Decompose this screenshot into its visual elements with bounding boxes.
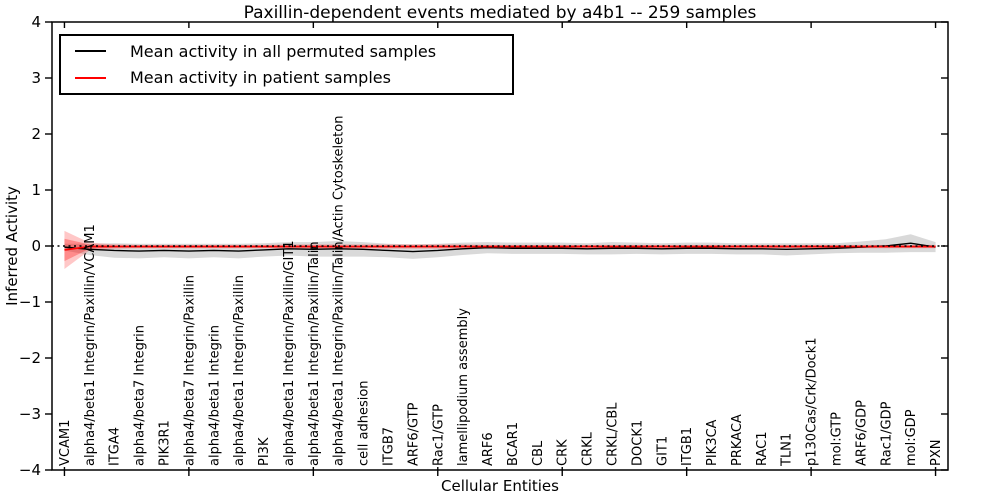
y-tick-label: 2 — [31, 125, 41, 143]
y-tick-label: −3 — [19, 405, 41, 423]
x-category-label: p130Cas/Crk/Dock1 — [805, 337, 820, 466]
patient-line-sample-icon — [75, 76, 106, 79]
x-category-label: CBL — [531, 440, 546, 466]
y-tick-label: −2 — [19, 349, 41, 367]
legend-item-patient: Mean activity in patient samples — [61, 65, 512, 91]
x-category-label: ITGB1 — [680, 427, 695, 466]
permuted-line-sample-icon — [75, 50, 106, 53]
legend: Mean activity in all permuted samples Me… — [59, 34, 514, 95]
y-tick-label: −4 — [19, 461, 41, 479]
x-category-label: TLN1 — [780, 433, 795, 467]
y-axis-label: Inferred Activity — [3, 186, 21, 306]
x-category-label: PIK3R1 — [158, 420, 173, 466]
y-tick-label: 1 — [31, 181, 41, 199]
x-category-label: alpha4/beta1 Integrin — [207, 325, 222, 466]
x-axis-label: Cellular Entities — [441, 477, 559, 495]
y-tick-label: 3 — [31, 69, 41, 87]
x-category-label: BCAR1 — [506, 422, 521, 466]
y-tick-label: 4 — [31, 13, 41, 31]
x-category-label: mol:GTP — [830, 412, 845, 466]
x-category-label: cell adhesion — [357, 380, 372, 466]
x-category-label: alpha4/beta7 Integrin/Paxillin — [182, 275, 197, 466]
y-tick-label: 0 — [31, 237, 41, 255]
x-category-label: PIK3CA — [705, 419, 720, 466]
x-category-label: ARF6 — [481, 432, 496, 466]
x-category-label: PRKACA — [730, 414, 745, 466]
x-category-label: CRKL/CBL — [606, 402, 621, 466]
x-category-label: ITGA4 — [108, 427, 123, 466]
legend-label-permuted: Mean activity in all permuted samples — [130, 41, 437, 61]
chart-title: Paxillin-dependent events mediated by a4… — [243, 3, 757, 23]
legend-label-patient: Mean activity in patient samples — [130, 68, 391, 88]
x-category-label: RAC1 — [755, 431, 770, 466]
x-category-label: PI3K — [257, 437, 272, 466]
x-category-label: Rac1/GDP — [879, 401, 894, 466]
x-category-label: alpha4/beta1 Integrin/Paxillin/Talin/Act… — [332, 116, 347, 466]
x-category-label: CRKL — [581, 431, 596, 466]
x-category-label: ITGB7 — [382, 427, 397, 466]
x-category-label: mol:GDP — [904, 409, 919, 466]
x-category-label: alpha4/beta1 Integrin/Paxillin — [232, 275, 247, 466]
legend-item-permuted: Mean activity in all permuted samples — [61, 38, 512, 64]
x-category-label: lamellipodium assembly — [456, 308, 471, 466]
x-category-label: VCAM1 — [58, 420, 73, 466]
x-category-label: alpha4/beta1 Integrin/Paxillin/GIT1 — [282, 240, 297, 466]
permuted-mean-line — [64, 242, 936, 253]
x-category-label: alpha4/beta1 Integrin/Paxillin/Talin — [307, 241, 322, 466]
x-category-label: ARF6/GTP — [406, 402, 421, 466]
x-category-label: ARF6/GDP — [854, 400, 869, 466]
x-category-label: CRK — [556, 439, 571, 466]
y-tick-label: −1 — [19, 293, 41, 311]
x-category-label: GIT1 — [655, 436, 670, 466]
x-category-label: alpha4/beta1 Integrin/Paxillin/VCAM1 — [83, 224, 98, 466]
x-category-label: alpha4/beta7 Integrin — [133, 325, 148, 466]
x-category-label: Rac1/GTP — [431, 404, 446, 466]
x-category-label: DOCK1 — [630, 420, 645, 466]
x-category-label: PXN — [929, 440, 944, 466]
